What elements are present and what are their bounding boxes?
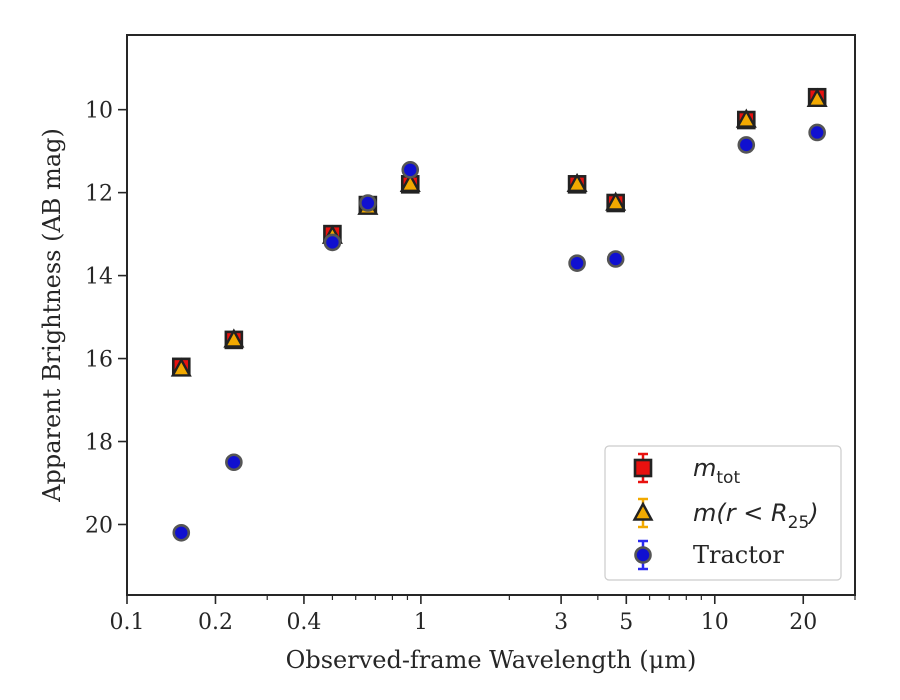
legend-label-main: m: [693, 454, 716, 482]
y-tick-label: 14: [85, 265, 113, 290]
legend: mtot m(r < R25) Tractor: [604, 445, 842, 581]
data-point-circle: [225, 453, 243, 472]
y-tick-label: 16: [85, 348, 113, 373]
legend-marker-circle: [634, 546, 652, 564]
y-tick-label: 18: [85, 431, 113, 456]
x-tick-label: 3: [554, 610, 568, 635]
legend-marker-square: [633, 458, 653, 478]
data-point-circle: [606, 250, 625, 268]
x-tick-label: 0.4: [286, 610, 321, 635]
axes: 0.1 0.2 0.4 1 3 5 10 20 10 12 14 16 18 20: [85, 99, 856, 635]
y-tick-label: 20: [85, 513, 113, 538]
legend-label: mtot: [693, 454, 740, 488]
y-tick-label: 10: [85, 99, 113, 124]
x-axis-label: Observed-frame Wavelength (μm): [286, 646, 697, 674]
x-tick-label: 0.1: [110, 610, 145, 635]
data-point-circle: [568, 254, 586, 272]
x-tick-label: 20: [789, 610, 817, 635]
legend-label-subscript: 25: [788, 513, 810, 533]
data-point-triangle: [566, 172, 588, 193]
x-tick-label: 0.2: [198, 610, 233, 635]
legend-label: Tractor: [693, 541, 784, 569]
y-tick-label: 12: [85, 182, 113, 207]
data-point-circle: [401, 161, 420, 179]
data-point-circle: [808, 123, 826, 142]
plot-area: [170, 87, 828, 542]
data-point-circle: [172, 523, 191, 542]
y-axis-label: Apparent Brightness (AB mag): [38, 128, 66, 503]
data-point-triangle: [223, 328, 245, 348]
legend-label: m(r < R25): [693, 499, 819, 533]
legend-label-tail: ): [807, 499, 818, 527]
data-point-circle: [359, 194, 377, 212]
legend-label-main: Tractor: [693, 541, 784, 569]
data-point-triangle: [170, 357, 192, 377]
data-point-triangle: [806, 87, 828, 107]
data-point-triangle: [735, 108, 757, 128]
legend-label-subscript: tot: [716, 468, 740, 488]
data-point-triangle: [399, 172, 421, 193]
legend-marker-triangle: [632, 501, 654, 521]
data-point-circle: [737, 136, 756, 154]
x-tick-label: 1: [414, 610, 428, 635]
data-point-circle: [323, 233, 342, 252]
plot-frame: [126, 34, 856, 596]
legend-box: [604, 445, 842, 581]
data-point-triangle: [605, 191, 627, 211]
x-tick-label: 10: [701, 610, 729, 635]
x-tick-label: 5: [619, 610, 633, 635]
legend-label-main: m(r < R: [693, 499, 788, 527]
